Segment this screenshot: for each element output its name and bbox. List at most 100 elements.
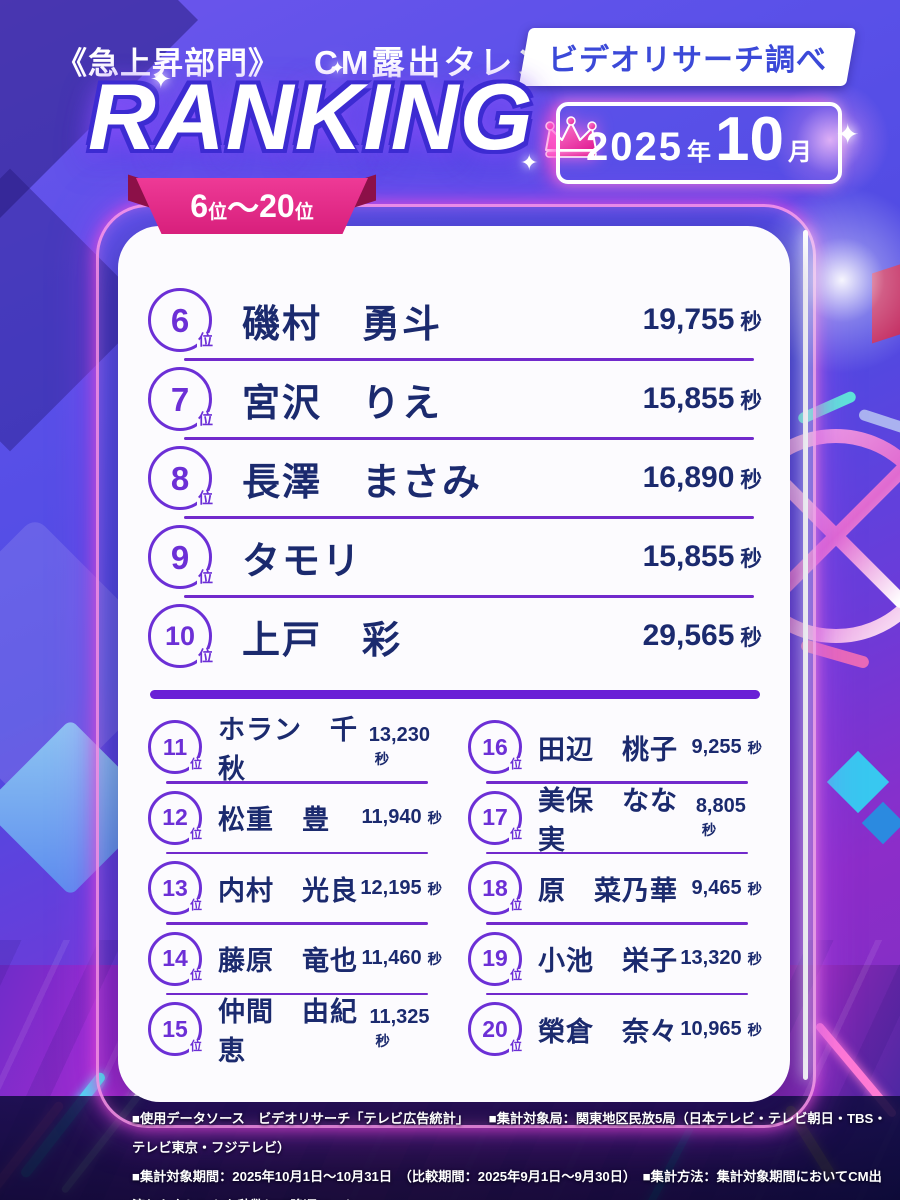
value-number: 15,855 bbox=[642, 382, 735, 415]
seconds-value: 8,805 秒 bbox=[696, 795, 762, 841]
value-number: 16,890 bbox=[642, 461, 735, 494]
rank-unit: 位 bbox=[196, 331, 214, 349]
row-divider bbox=[486, 851, 748, 854]
talent-name: 榮倉 奈々 bbox=[538, 1016, 678, 1047]
ranking-row-19: 19 位 小池 栄子 13,320 秒 bbox=[468, 925, 762, 993]
value-unit: 秒 bbox=[427, 952, 442, 968]
range-from: 6 bbox=[190, 187, 209, 224]
row-divider bbox=[486, 781, 748, 784]
neon-light-line bbox=[803, 230, 808, 1080]
rank-badge: 14 位 bbox=[148, 931, 203, 986]
rank-number: 13 bbox=[162, 874, 188, 901]
range-badge-panel: 6 位 ～ 20 位 bbox=[136, 178, 368, 234]
range-badge: 6 位 ～ 20 位 bbox=[126, 174, 378, 234]
range-tilde: ～ bbox=[227, 190, 260, 226]
seconds-value: 11,460 秒 bbox=[362, 947, 442, 970]
ranking-row-15: 15 位 仲間 由紀恵 11,325 秒 bbox=[148, 995, 442, 1066]
value-number: 13,320 bbox=[680, 947, 742, 969]
value-number: 15,855 bbox=[642, 540, 735, 573]
section-divider bbox=[150, 690, 760, 699]
talent-name: 原 菜乃華 bbox=[538, 875, 678, 906]
sparkle-icon: ✦ bbox=[836, 119, 860, 150]
row-divider bbox=[486, 922, 748, 925]
ranking-row-13: 13 位 内村 光良 12,195 秒 bbox=[148, 854, 442, 922]
talent-name: 上戸 彩 bbox=[242, 619, 403, 662]
value-unit: 秒 bbox=[740, 388, 762, 413]
value-number: 19,755 bbox=[642, 303, 735, 336]
row-divider bbox=[166, 992, 428, 995]
footer-line-2: ■集計対象期間：2025年10月1日～10月31日 （比較期間：2025年9月1… bbox=[132, 1169, 882, 1200]
value-unit: 秒 bbox=[747, 740, 762, 757]
neon-frame bbox=[96, 204, 816, 1128]
rank-number: 7 bbox=[170, 380, 190, 418]
rank-unit: 位 bbox=[508, 968, 523, 983]
rank-badge: 16 位 bbox=[468, 720, 523, 774]
ranking-row-20: 20 位 榮倉 奈々 10,965 秒 bbox=[468, 995, 762, 1063]
rank-number: 19 bbox=[482, 945, 508, 971]
rank-badge: 19 位 bbox=[468, 931, 523, 986]
row-divider bbox=[184, 358, 754, 361]
value-unit: 秒 bbox=[747, 881, 762, 898]
seconds-value: 15,855 秒 bbox=[643, 540, 762, 574]
rank-unit: 位 bbox=[508, 897, 523, 912]
value-number: 29,565 bbox=[642, 619, 735, 652]
period-box: 2025 年 10 月 bbox=[556, 102, 842, 184]
period-month-unit: 月 bbox=[787, 139, 812, 166]
rank-unit: 位 bbox=[196, 410, 214, 428]
category-label: 《急上昇部門》 bbox=[56, 46, 280, 81]
range-to: 20 bbox=[259, 187, 295, 224]
talent-name: 藤原 竜也 bbox=[218, 946, 358, 976]
rank-number: 14 bbox=[162, 945, 188, 971]
seconds-value: 12,195 秒 bbox=[360, 877, 442, 900]
seconds-value: 13,230 秒 bbox=[369, 724, 442, 770]
rank-unit: 位 bbox=[196, 568, 214, 586]
value-unit: 秒 bbox=[740, 546, 762, 571]
rank-badge: 18 位 bbox=[468, 861, 523, 915]
sparkle-icon: ✦ bbox=[330, 58, 346, 78]
ranking-row-18: 18 位 原 菜乃華 9,465 秒 bbox=[468, 854, 762, 922]
value-number: 11,460 bbox=[361, 947, 422, 969]
seconds-value: 29,565 秒 bbox=[643, 619, 762, 653]
rank-number: 20 bbox=[482, 1015, 508, 1042]
sparkle-icon: ✦ bbox=[520, 150, 539, 175]
talent-name: 小池 栄子 bbox=[538, 946, 678, 976]
rank-badge: 10 位 bbox=[148, 604, 214, 668]
footer-band bbox=[0, 1096, 900, 1200]
footer-notes: ■使用データソース ビデオリサーチ「テレビ広告統計」 ■集計対象局：関東地区民放… bbox=[132, 1104, 888, 1200]
range-from-unit: 位 bbox=[208, 201, 228, 223]
rank-unit: 位 bbox=[188, 827, 203, 842]
rank-badge: 20 位 bbox=[468, 1002, 523, 1056]
value-number: 13,230 bbox=[368, 724, 430, 746]
talent-name: 内村 光良 bbox=[218, 875, 358, 906]
talent-name: 宮沢 りえ bbox=[242, 382, 443, 425]
seconds-value: 10,965 秒 bbox=[680, 1018, 762, 1041]
rank-badge: 13 位 bbox=[148, 861, 203, 915]
ranking-row-14: 14 位 藤原 竜也 11,460 秒 bbox=[148, 925, 442, 993]
value-unit: 秒 bbox=[427, 811, 442, 827]
rank-unit: 位 bbox=[508, 1038, 523, 1053]
value-unit: 秒 bbox=[701, 822, 717, 839]
rank-unit: 位 bbox=[188, 756, 203, 771]
seconds-value: 13,320 秒 bbox=[680, 947, 762, 970]
row-divider bbox=[184, 516, 754, 519]
value-number: 8,805 bbox=[695, 794, 746, 817]
ranking-logo-text: RANKING bbox=[88, 64, 534, 169]
talent-name: タモリ bbox=[242, 540, 363, 583]
ranking-row-12: 12 位 松重 豊 11,940 秒 bbox=[148, 784, 442, 852]
value-number: 11,325 bbox=[369, 1006, 430, 1028]
row-divider bbox=[166, 781, 428, 784]
seconds-value: 15,855 秒 bbox=[643, 382, 762, 416]
rank-number: 15 bbox=[162, 1015, 188, 1042]
value-unit: 秒 bbox=[375, 1034, 390, 1050]
footer-line-1: ■使用データソース ビデオリサーチ「テレビ広告統計」 ■集計対象局：関東地区民放… bbox=[132, 1111, 887, 1155]
ranking-row-16: 16 位 田辺 桃子 9,255 秒 bbox=[468, 713, 762, 781]
row-divider bbox=[166, 851, 428, 854]
talent-name: 田辺 桃子 bbox=[538, 734, 678, 765]
value-number: 12,195 bbox=[360, 876, 422, 899]
rank-number: 10 bbox=[164, 620, 196, 651]
rank-number: 16 bbox=[482, 733, 508, 760]
